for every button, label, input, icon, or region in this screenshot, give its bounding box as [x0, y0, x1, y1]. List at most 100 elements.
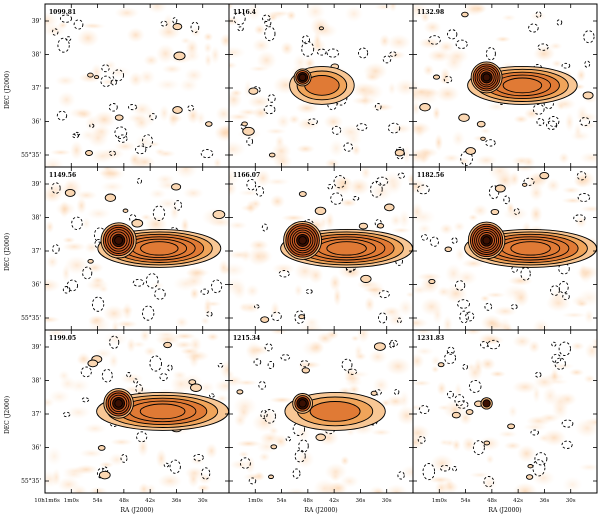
noise-patch [46, 255, 59, 269]
noise-patch [456, 270, 478, 285]
noise-patch [89, 487, 108, 495]
noise-contour [377, 224, 383, 228]
noise-patch [55, 75, 76, 86]
noise-patch [579, 265, 594, 283]
noise-patch [502, 14, 517, 21]
noise-patch [243, 473, 266, 481]
y-tick-label: 39' [32, 344, 42, 351]
noise-contour [99, 471, 110, 479]
noise-patch [399, 390, 410, 409]
noise-patch [218, 260, 229, 276]
emission-tail-contour [503, 78, 542, 93]
noise-patch [294, 284, 303, 297]
noise-patch [576, 68, 586, 82]
noise-patch [122, 302, 132, 320]
noise-patch [435, 86, 459, 103]
noise-patch [562, 187, 580, 194]
noise-patch [101, 168, 126, 181]
noise-patch [154, 148, 165, 155]
noise-patch [236, 440, 262, 447]
noise-patch [390, 214, 402, 227]
noise-contour [243, 127, 255, 135]
noise-patch [558, 152, 569, 164]
xlabel-col-1: RA (J2000) [120, 507, 153, 514]
x-tick-label: 1m0s [248, 498, 263, 504]
noise-patch [458, 158, 470, 165]
noise-patch [584, 374, 596, 383]
noise-contour [95, 76, 99, 79]
channel-panel: 1182.56 [404, 162, 603, 337]
noise-patch [455, 247, 465, 262]
noise-patch [206, 333, 219, 342]
noise-contour [88, 360, 98, 367]
xlabel-col-2: RA (J2000) [304, 507, 337, 514]
y-tick-label: 38' [32, 52, 42, 59]
noise-patch [50, 149, 71, 155]
noise-patch [576, 105, 589, 123]
noise-patch [180, 37, 191, 44]
noise-contour [583, 92, 593, 99]
noise-patch [508, 405, 518, 418]
noise-patch [170, 204, 180, 221]
noise-patch [371, 103, 394, 111]
noise-contour [540, 172, 549, 178]
noise-patch [363, 62, 387, 80]
noise-patch [246, 200, 256, 214]
ylabel-row-3: DEC (J2000) [4, 396, 11, 434]
noise-patch [190, 457, 205, 465]
noise-patch [110, 438, 133, 445]
noise-patch [550, 368, 559, 384]
noise-contour [261, 317, 269, 323]
noise-patch [100, 79, 117, 86]
velocity-label: 1132.98 [417, 9, 444, 16]
noise-patch [423, 64, 435, 76]
noise-patch [227, 250, 252, 259]
noise-patch [373, 488, 385, 497]
x-tick-label: 42s [329, 498, 339, 504]
noise-patch [156, 449, 167, 468]
noise-patch [454, 382, 462, 397]
noise-contour [523, 183, 527, 186]
emission-head-contour [483, 400, 490, 407]
emission-head-contour [115, 236, 123, 244]
noise-contour [269, 153, 275, 157]
noise-patch [390, 124, 412, 134]
noise-patch [58, 370, 70, 381]
noise-patch [304, 317, 320, 328]
noise-patch [319, 216, 328, 227]
velocity-label: 1099.81 [49, 9, 76, 16]
noise-patch [368, 350, 387, 364]
noise-patch [494, 306, 517, 317]
channel-panel: 1166.07 [219, 166, 419, 338]
noise-patch [127, 113, 148, 123]
noise-contour [445, 247, 452, 252]
noise-patch [84, 242, 99, 253]
noise-patch [183, 187, 204, 199]
noise-patch [523, 156, 536, 168]
x-tick-label: 54s [93, 498, 103, 504]
noise-contour [374, 343, 385, 351]
noise-contour [508, 424, 515, 429]
x-tick-label: 30s [198, 498, 208, 504]
noise-patch [333, 287, 341, 307]
noise-patch [388, 82, 397, 95]
noise-patch [485, 292, 506, 298]
noise-contour [174, 52, 185, 60]
noise-patch [498, 431, 517, 438]
noise-contour [88, 73, 94, 77]
noise-patch [431, 365, 440, 373]
noise-patch [120, 373, 143, 384]
noise-contour [429, 279, 435, 283]
noise-patch [305, 2, 325, 21]
noise-patch [423, 21, 441, 34]
noise-patch [437, 405, 451, 411]
noise-patch [313, 479, 336, 498]
noise-patch [388, 312, 405, 327]
noise-patch [546, 178, 561, 192]
noise-patch [439, 439, 449, 446]
noise-patch [280, 41, 293, 55]
noise-patch [486, 454, 495, 464]
x-tick-label: 30s [566, 498, 576, 504]
